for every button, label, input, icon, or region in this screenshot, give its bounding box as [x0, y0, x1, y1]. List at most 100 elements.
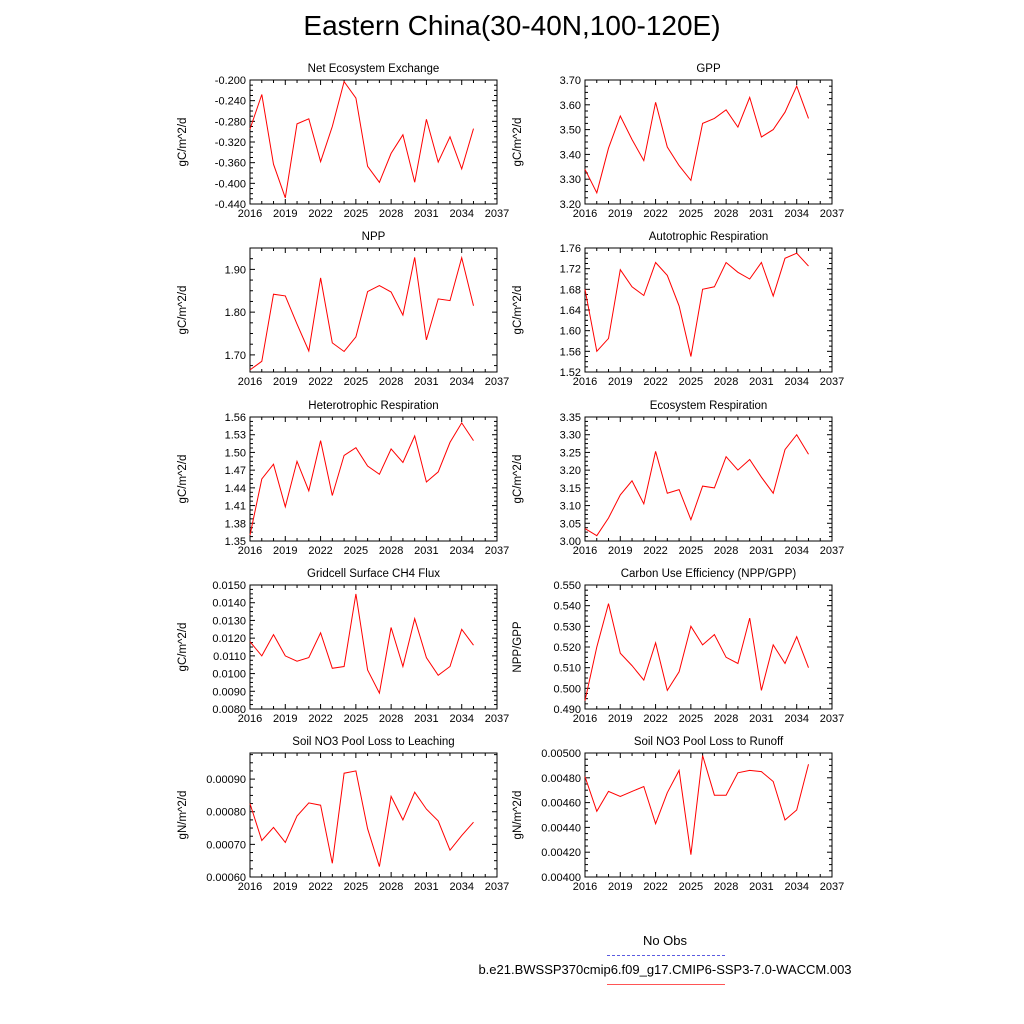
y-tick-label: 3.05	[560, 518, 581, 530]
y-axis-label: gC/m^2/d	[177, 286, 189, 335]
y-tick-label: 3.40	[560, 149, 581, 161]
x-tick-label: 2016	[573, 713, 597, 725]
y-tick-label: 3.60	[560, 100, 581, 112]
y-tick-label: 0.00060	[206, 872, 246, 884]
series-line	[249, 80, 474, 198]
chart-title: NPP	[362, 231, 386, 243]
x-tick-label: 2028	[714, 713, 738, 725]
plot-frame	[584, 247, 833, 373]
x-tick-label: 2031	[749, 545, 773, 557]
chart-title: Soil NO3 Pool Loss to Leaching	[292, 736, 454, 748]
chart-title: Autotrophic Respiration	[649, 231, 769, 243]
x-tick-label: 2025	[679, 881, 703, 893]
x-tick-label: 2016	[573, 376, 597, 388]
x-tick-label: 2031	[749, 713, 773, 725]
x-tick-label: 2028	[714, 208, 738, 220]
y-tick-label: 3.30	[560, 174, 581, 186]
x-tick-label: 2022	[308, 545, 332, 557]
y-tick-label: 0.00090	[206, 774, 246, 786]
y-tick-label: 0.00420	[541, 847, 581, 859]
x-tick-label: 2025	[344, 545, 368, 557]
y-tick-label: 1.72	[560, 264, 581, 276]
y-axis-label: gC/m^2/d	[177, 455, 189, 504]
chart-title: Ecosystem Respiration	[650, 400, 768, 412]
x-tick-label: 2025	[344, 881, 368, 893]
y-tick-label: 0.510	[553, 663, 581, 675]
y-tick-label: 1.70	[225, 350, 246, 362]
chart-panel: 2016 2019 2022 2025 2028 2031 2034 2037 0.00090 0…	[177, 736, 509, 893]
x-tick-label: 2028	[379, 545, 403, 557]
y-tick-label: 1.53	[225, 430, 246, 442]
x-tick-label: 2019	[608, 208, 632, 220]
legend-case-label: b.e21.BWSSP370cmip6.f09_g17.CMIP6-SSP3-7…	[478, 962, 852, 977]
x-tick-label: 2034	[784, 376, 808, 388]
x-tick-label: 2037	[820, 376, 844, 388]
x-tick-label: 2022	[643, 881, 667, 893]
y-axis-label: gC/m^2/d	[177, 118, 189, 167]
y-tick-label: 1.64	[560, 305, 581, 317]
y-tick-label: 0.00080	[206, 807, 246, 819]
y-tick-label: 0.520	[553, 642, 581, 654]
series-line	[249, 593, 474, 695]
x-tick-label: 2028	[379, 881, 403, 893]
x-tick-label: 2034	[449, 881, 473, 893]
x-tick-label: 2037	[820, 208, 844, 220]
x-tick-label: 2037	[820, 881, 844, 893]
x-tick-label: 2031	[749, 881, 773, 893]
y-tick-label: 0.00460	[541, 798, 581, 810]
y-tick-label: 3.25	[560, 447, 581, 459]
y-tick-label: 1.38	[225, 518, 246, 530]
plot-frame	[249, 584, 498, 710]
x-tick-label: 2031	[414, 208, 438, 220]
x-tick-label: 2028	[379, 713, 403, 725]
x-tick-label: 2025	[679, 376, 703, 388]
chart-panel: 2016 2019 2022 2025 2028 2031 2034 2037 0.550 0.5…	[512, 568, 844, 725]
y-tick-label: 1.80	[225, 307, 246, 319]
x-tick-label: 2037	[485, 881, 509, 893]
x-tick-label: 2019	[608, 713, 632, 725]
y-tick-label: 0.00400	[541, 872, 581, 884]
x-tick-label: 2022	[308, 208, 332, 220]
chart-panel: 2016 2019 2022 2025 2028 2031 2034 2037 1.76 1.72…	[512, 231, 844, 388]
y-tick-label: 0.0110	[213, 651, 246, 663]
plot-frame	[584, 416, 833, 542]
x-tick-label: 2028	[714, 376, 738, 388]
x-tick-label: 2016	[573, 881, 597, 893]
x-tick-label: 2031	[749, 208, 773, 220]
series-line	[584, 84, 809, 195]
x-tick-label: 2037	[820, 713, 844, 725]
legend-case-line	[607, 984, 725, 985]
y-tick-label: 1.56	[560, 346, 581, 358]
plot-frame	[249, 752, 498, 878]
y-axis-label: gC/m^2/d	[512, 286, 524, 335]
y-axis-label: gC/m^2/d	[177, 623, 189, 672]
chart-panel: 2016 2019 2022 2025 2028 2031 2034 2037 0.00500 0…	[512, 736, 844, 893]
chart-panel: 2016 2019 2022 2025 2028 2031 2034 2037 3.70 3.60…	[512, 63, 844, 220]
y-tick-label: -0.320	[215, 137, 246, 149]
chart-panel: 2016 2019 2022 2025 2028 2031 2034 2037 1.90 1.80…	[177, 231, 509, 388]
series-line	[249, 255, 474, 371]
y-tick-label: 0.0130	[212, 615, 246, 627]
x-tick-label: 2028	[714, 881, 738, 893]
x-tick-label: 2019	[273, 376, 297, 388]
series-line	[249, 770, 474, 867]
x-tick-label: 2016	[238, 545, 262, 557]
x-tick-label: 2034	[784, 881, 808, 893]
chart-title: Net Ecosystem Exchange	[308, 63, 440, 75]
y-tick-label: 1.44	[225, 483, 246, 495]
x-tick-label: 2037	[485, 376, 509, 388]
x-tick-label: 2016	[238, 881, 262, 893]
x-tick-label: 2016	[238, 208, 262, 220]
plot-frame	[584, 752, 833, 878]
x-tick-label: 2016	[238, 376, 262, 388]
y-tick-label: 3.00	[560, 536, 581, 548]
y-tick-label: 0.00500	[541, 748, 581, 760]
y-tick-label: 3.50	[560, 125, 581, 137]
x-tick-label: 2022	[643, 208, 667, 220]
y-tick-label: -0.400	[215, 178, 246, 190]
y-tick-label: 3.20	[560, 199, 581, 211]
x-tick-label: 2019	[273, 881, 297, 893]
x-tick-label: 2025	[679, 208, 703, 220]
x-tick-label: 2031	[414, 713, 438, 725]
plot-frame	[584, 79, 833, 205]
